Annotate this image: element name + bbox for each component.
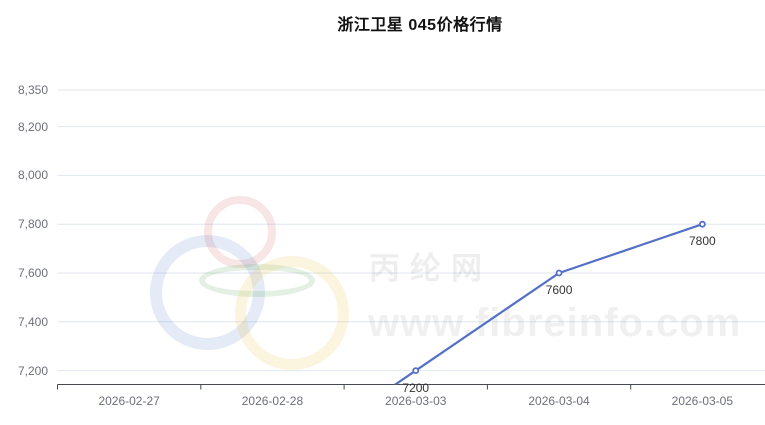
chart-title: 浙江卫星 045价格行情 [337, 17, 503, 34]
data-point-marker[interactable] [555, 269, 563, 277]
data-point-marker[interactable] [698, 220, 706, 228]
data-point-marker[interactable] [412, 367, 420, 374]
price-line [393, 223, 703, 385]
